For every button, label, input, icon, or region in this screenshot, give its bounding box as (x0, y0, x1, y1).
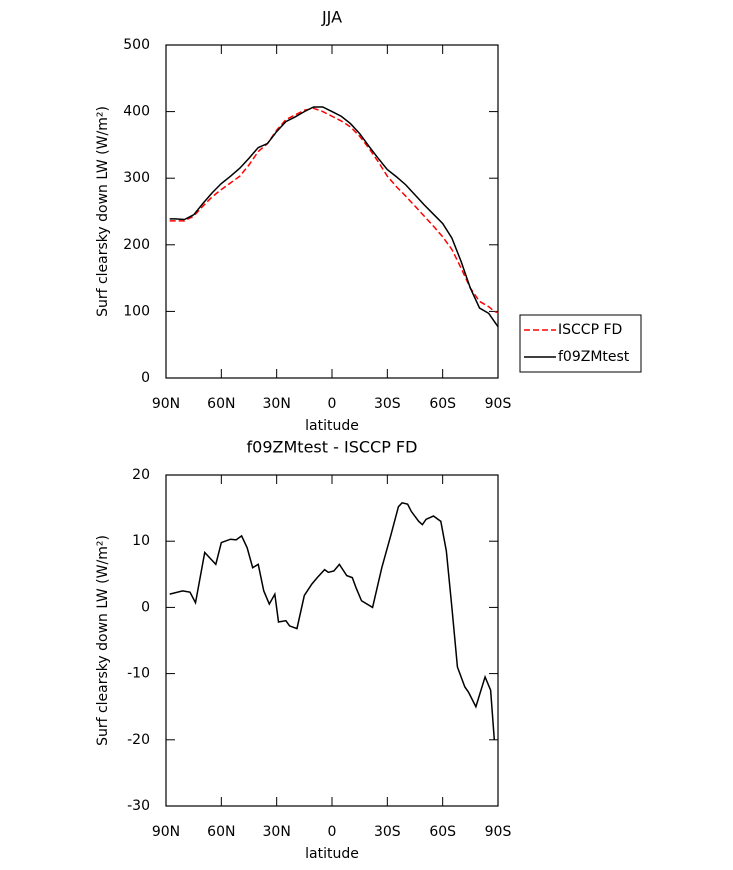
legend-box (519, 314, 642, 373)
y-tick-label: -10 (127, 666, 150, 682)
series-line (169, 106, 499, 328)
y-tick-label: 200 (123, 237, 150, 253)
x-axis-label: latitude (305, 846, 359, 862)
y-tick-label: -30 (127, 798, 150, 814)
x-tick-label: 60N (207, 396, 235, 412)
y-tick-label: -20 (127, 732, 150, 748)
x-tick-label: 60S (429, 824, 456, 840)
y-tick-label: 0 (141, 370, 150, 386)
y-axis-label: Surf clearsky down LW (W/m²) (95, 535, 111, 746)
legend-label: ISCCP FD (558, 322, 622, 338)
x-tick-label: 90N (152, 824, 180, 840)
chart-title: f09ZMtest - ISCCP FD (247, 438, 418, 457)
x-axis-label: latitude (305, 418, 359, 434)
x-tick-label: 30N (263, 824, 291, 840)
y-tick-label: 20 (132, 467, 150, 483)
y-tick-label: 0 (141, 599, 150, 615)
x-tick-label: 0 (328, 824, 337, 840)
x-tick-label: 30N (263, 396, 291, 412)
y-axis-label: Surf clearsky down LW (W/m²) (95, 106, 111, 317)
x-tick-label: 60N (207, 824, 235, 840)
plot-frame (165, 44, 499, 379)
series-line (169, 107, 499, 314)
y-tick-label: 400 (123, 104, 150, 120)
plot-frame (165, 474, 499, 807)
y-tick-label: 500 (123, 37, 150, 53)
legend-label: f09ZMtest (558, 349, 630, 365)
x-tick-label: 90S (485, 396, 512, 412)
y-tick-label: 10 (132, 533, 150, 549)
x-tick-label: 90N (152, 396, 180, 412)
y-tick-label: 300 (123, 170, 150, 186)
x-tick-label: 30S (374, 824, 401, 840)
x-tick-label: 0 (328, 396, 337, 412)
y-tick-label: 100 (123, 303, 150, 319)
x-tick-label: 60S (429, 396, 456, 412)
x-tick-label: 90S (485, 824, 512, 840)
x-tick-label: 30S (374, 396, 401, 412)
chart-title: JJA (321, 8, 342, 27)
series-line (169, 501, 496, 740)
